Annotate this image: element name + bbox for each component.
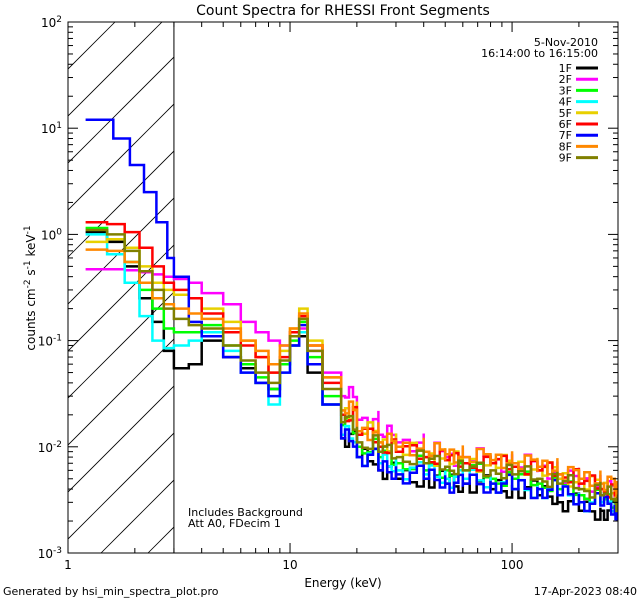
hatch-line: [68, 103, 174, 211]
time-range-label: 16:14:00 to 16:15:00: [481, 47, 598, 60]
legend-label: 6F: [559, 118, 572, 131]
annotation-attenuator: Att A0, FDecim 1: [188, 517, 281, 530]
hatched-region: [68, 22, 174, 553]
series-line-1F: [85, 230, 618, 521]
chart-title: Count Spectra for RHESSI Front Segments: [196, 3, 490, 19]
x-tick-label: 100: [501, 558, 524, 572]
hatch-line: [68, 291, 174, 399]
y-tick-label: 101: [41, 121, 62, 136]
plot-frame: [67, 21, 619, 554]
hatch-line: [68, 22, 163, 117]
y-tick-label: 10-2: [38, 440, 62, 455]
y-tick-label: 10-3: [38, 546, 62, 561]
hatch-line: [68, 244, 174, 352]
hatch-line: [68, 22, 69, 23]
y-tick-label: 100: [41, 227, 62, 242]
y-axis-label: counts cm-2 s-1 keV-1: [23, 225, 38, 350]
legend-label: 8F: [559, 140, 572, 153]
legend-label: 4F: [559, 96, 572, 109]
legend-label: 1F: [559, 62, 572, 75]
hatch-line: [68, 56, 174, 164]
x-tick-label: 10: [282, 558, 297, 572]
legend-label: 5F: [559, 107, 572, 120]
hatch-line: [68, 197, 174, 305]
hatch-line: [68, 432, 174, 540]
y-tick-label: 10-1: [38, 334, 62, 349]
hatch-line: [68, 22, 116, 70]
hatch-line: [68, 385, 174, 493]
legend-label: 7F: [559, 129, 572, 142]
annotation-background: Includes Background: [188, 506, 303, 519]
y-tick-label: 102: [41, 15, 62, 30]
legend-label: 3F: [559, 84, 572, 97]
legend-label: 2F: [559, 73, 572, 86]
series-line-9F: [85, 228, 618, 513]
legend-label: 9F: [559, 152, 572, 165]
footer-timestamp: 17-Apr-2023 08:40: [534, 585, 637, 598]
series-line-8F: [85, 248, 618, 497]
date-label: 5-Nov-2010: [534, 36, 598, 49]
x-tick-label: 1: [64, 558, 72, 572]
x-axis-label: Energy (keV): [304, 576, 381, 590]
footer-generated-by: Generated by hsi_min_spectra_plot.pro: [3, 585, 219, 598]
